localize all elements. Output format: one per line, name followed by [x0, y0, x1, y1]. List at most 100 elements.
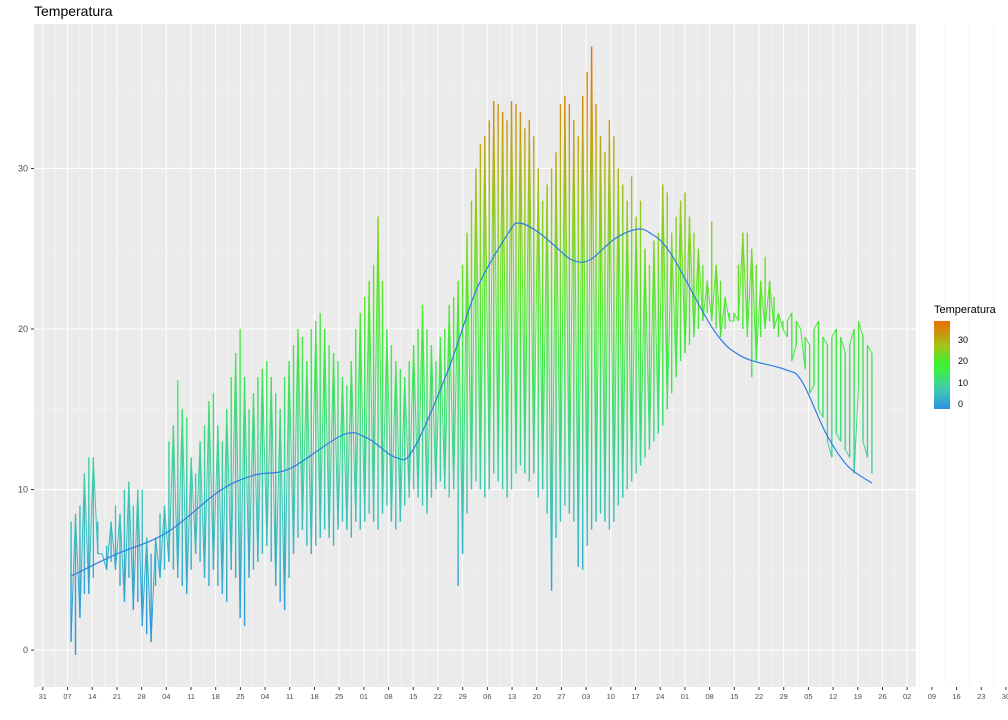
- legend-label-0: 0: [958, 399, 964, 409]
- temperature-connector: [150, 537, 157, 643]
- temperature-connector: [555, 152, 561, 522]
- temperature-connector: [568, 120, 575, 514]
- temperature-connector: [270, 377, 277, 586]
- temperature-connector: [542, 184, 548, 490]
- temperature-connector: [453, 280, 459, 490]
- x-axis-ticks: 31 07 14 21 28 04 11 18 25 04 11 18 25 01 08 15 22 29 06 13…: [39, 687, 1008, 701]
- temperature-connector: [795, 320, 802, 330]
- temperature-connector: [511, 101, 517, 474]
- x-tick-label: 19: [854, 692, 862, 701]
- temperature-connector: [155, 537, 161, 578]
- temperature-connector: [715, 264, 722, 338]
- temperature-connector: [826, 441, 833, 458]
- x-tick-label: 11: [286, 692, 294, 701]
- x-tick-label: 25: [236, 692, 244, 701]
- color-legend: Temperatura 0 10 20 30: [934, 304, 1004, 424]
- temperature-connector: [488, 101, 495, 490]
- temperature-connector: [631, 216, 637, 482]
- temperature-connector: [373, 216, 379, 522]
- legend-tick: [950, 383, 954, 384]
- temperature-connector: [212, 425, 219, 570]
- temperature-connector: [608, 120, 615, 522]
- temperature-connector: [844, 449, 851, 458]
- temperature-connector: [640, 248, 646, 466]
- x-tick-label: 01: [681, 692, 689, 701]
- x-tick-label: 28: [137, 692, 145, 701]
- temperature-connector: [702, 280, 708, 322]
- y-tick-label: 10: [18, 485, 28, 495]
- x-tick-label: 12: [829, 692, 837, 701]
- x-tick-label: 25: [335, 692, 343, 701]
- temperature-connector: [626, 200, 633, 482]
- temperature-connector: [346, 361, 352, 530]
- temperature-connector: [506, 101, 513, 498]
- temperature-connector: [724, 296, 731, 322]
- temperature-connector: [680, 200, 686, 354]
- x-tick-label: 08: [705, 692, 713, 701]
- temperature-connector: [804, 336, 811, 346]
- temperature-connector: [186, 457, 192, 594]
- x-tick-label: 30: [1002, 692, 1008, 701]
- x-tick-label: 09: [928, 692, 936, 701]
- temperature-connector: [275, 409, 281, 586]
- x-tick-label: 15: [409, 692, 417, 701]
- temperature-connector: [662, 184, 668, 410]
- temperature-connector: [840, 336, 846, 354]
- temperature-connector: [586, 46, 593, 546]
- temperature-connector: [159, 505, 165, 578]
- y-axis-ticks: 0 10 20 30: [18, 163, 34, 655]
- temperature-connector: [764, 280, 771, 330]
- temperature-connector: [457, 280, 464, 554]
- temperature-connector: [777, 312, 784, 330]
- temperature-connector: [399, 377, 406, 522]
- temperature-connector: [239, 377, 246, 618]
- x-tick-label: 18: [310, 692, 318, 701]
- temperature-connector: [301, 361, 308, 530]
- temperature-connector: [319, 329, 326, 538]
- temperature-connector: [288, 361, 295, 554]
- temperature-connector: [711, 264, 717, 322]
- y-tick-label: 0: [23, 645, 28, 655]
- temperature-connector: [92, 457, 99, 554]
- temperature-connector: [706, 280, 713, 322]
- temperature-connector: [190, 457, 197, 554]
- temperature-connector: [853, 385, 860, 474]
- temperature-connector: [377, 216, 383, 514]
- temperature-connector: [622, 200, 628, 498]
- temperature-connector: [337, 377, 343, 530]
- temperature-connector: [413, 345, 419, 498]
- temperature-connector: [110, 521, 117, 570]
- temperature-connector: [417, 304, 424, 498]
- x-tick-label: 08: [384, 692, 392, 701]
- temperature-connector: [751, 248, 757, 362]
- temperature-connector: [404, 377, 410, 498]
- temperature-connector: [769, 280, 775, 330]
- temperature-connector: [235, 353, 241, 618]
- x-tick-label: 10: [607, 692, 615, 701]
- temperature-connector: [524, 120, 530, 474]
- temperature-connector: [355, 312, 361, 522]
- temperature-connector: [849, 328, 855, 346]
- temperature-connector: [551, 152, 557, 591]
- temperature-connector: [422, 304, 428, 514]
- temperature-connector: [755, 280, 762, 362]
- temperature-connector: [502, 112, 508, 498]
- temperature-connector: [470, 168, 477, 490]
- x-tick-label: 27: [557, 692, 565, 701]
- temperature-connector: [341, 377, 348, 530]
- x-tick-label: 20: [533, 692, 541, 701]
- temperature-connector: [688, 216, 695, 338]
- y-tick-label: 20: [18, 324, 28, 334]
- temperature-connector: [333, 353, 339, 530]
- temperature-connector: [439, 337, 446, 490]
- temperature-connector: [835, 433, 842, 442]
- temperature-connector: [862, 441, 868, 458]
- temperature-connector: [315, 320, 321, 538]
- temperature-connector: [617, 168, 624, 498]
- temperature-connector: [528, 120, 535, 474]
- temperature-connector: [408, 345, 415, 498]
- temperature-connector: [831, 328, 837, 338]
- temperature-connector: [613, 168, 619, 522]
- temperature-connector: [493, 101, 499, 482]
- x-tick-label: 24: [656, 692, 664, 701]
